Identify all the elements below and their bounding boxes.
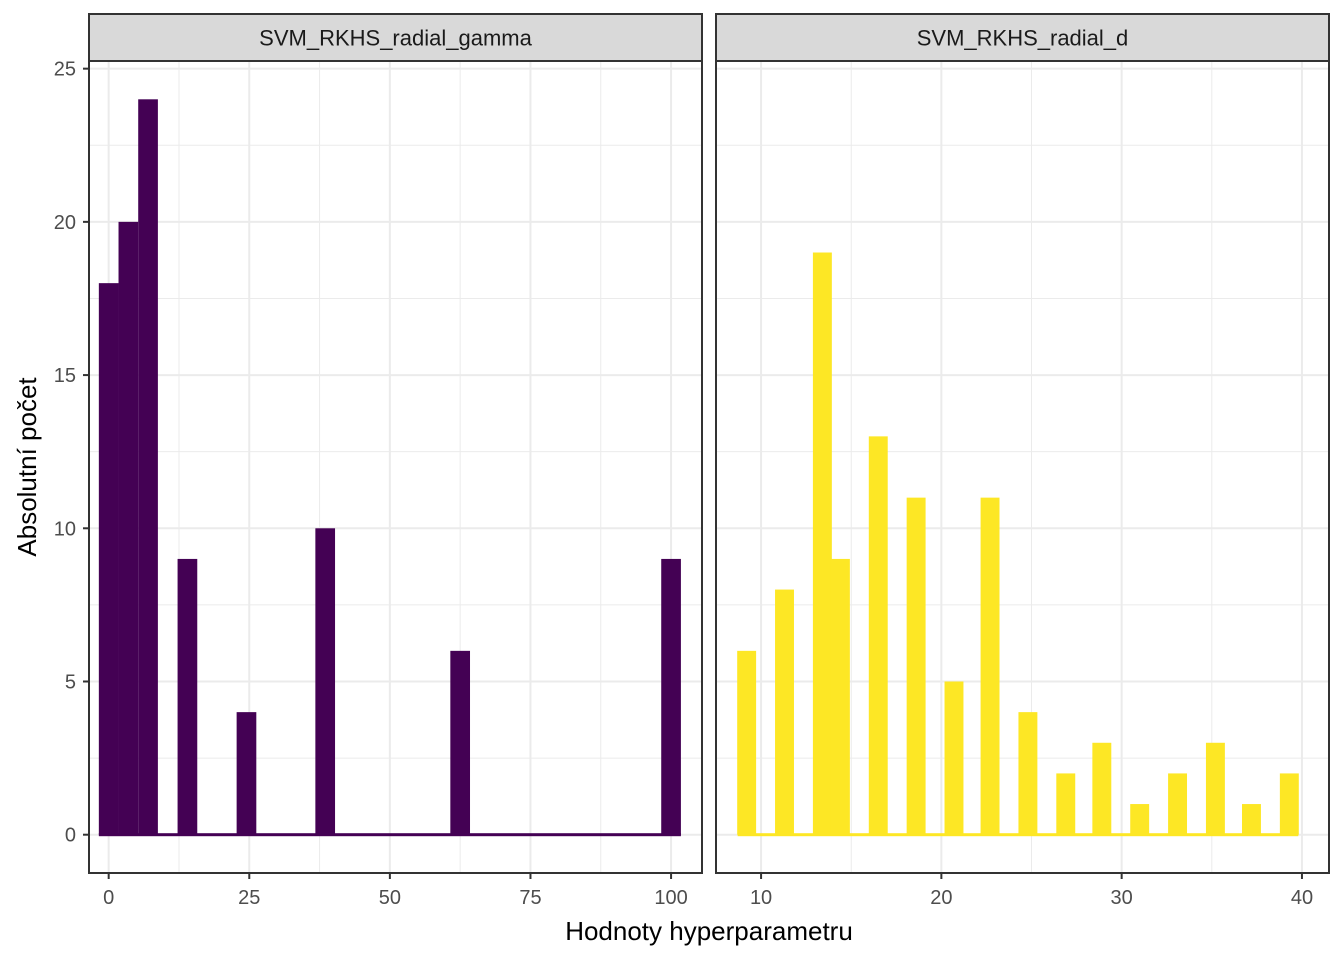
- x-tick-label: 50: [379, 887, 401, 909]
- x-tick-label: 30: [1111, 887, 1133, 909]
- facet-strip: [715, 13, 1330, 62]
- x-tick-label: 25: [238, 887, 260, 909]
- histogram-bar: [737, 650, 757, 835]
- facet-panel: SVM_RKHS_radial_d 10 20 30 40: [715, 13, 1330, 909]
- x-tick-label: 40: [1291, 887, 1313, 909]
- histogram-bar: [661, 558, 681, 835]
- histogram-baseline: [737, 833, 1299, 837]
- y-tick-label: 0: [65, 825, 76, 847]
- histogram-bar: [98, 283, 119, 835]
- histogram-bar: [315, 528, 336, 835]
- x-tick-label: 100: [654, 887, 687, 909]
- facet-strip-label: SVM_RKHS_radial_gamma: [259, 26, 532, 51]
- histogram-bar: [1279, 773, 1299, 835]
- y-tick-label: 10: [54, 518, 76, 540]
- y-tick-label: 25: [54, 59, 76, 81]
- histogram-bar: [868, 436, 888, 835]
- x-tick-label: 20: [930, 887, 952, 909]
- x-axis-title: Hodnoty hyperparametru: [565, 916, 853, 946]
- histogram-bar: [118, 221, 139, 835]
- facet-panels: SVM_RKHS_radial_gamma 0 25 50 75 100 0 5 10 15 20 2…: [54, 13, 1330, 909]
- histogram-bar: [177, 558, 198, 835]
- histogram-bar: [236, 712, 257, 835]
- histogram-bar: [138, 99, 158, 835]
- y-tick-label: 5: [65, 671, 76, 693]
- facet-panel: SVM_RKHS_radial_gamma 0 25 50 75 100 0 5 10 15 20 2…: [54, 13, 703, 909]
- y-tick-label: 15: [54, 365, 76, 387]
- histogram-bar: [1056, 773, 1076, 835]
- histogram-bar: [450, 650, 471, 835]
- histogram-bar: [906, 497, 926, 835]
- histogram-bar: [944, 681, 964, 835]
- histogram-bar: [1130, 804, 1150, 835]
- y-axis-title: Absolutní počet: [12, 377, 42, 557]
- histogram-bar: [1205, 742, 1225, 835]
- histogram-bar: [1092, 742, 1112, 835]
- x-tick-label: 0: [103, 887, 114, 909]
- histogram-bar: [1242, 804, 1261, 835]
- y-tick-label: 20: [54, 212, 76, 234]
- histogram-bar: [1018, 712, 1038, 835]
- histogram-bar: [980, 497, 1000, 835]
- facet-strip: [88, 13, 703, 62]
- histogram-bar: [830, 558, 850, 835]
- histogram-bar: [775, 589, 794, 835]
- x-tick-label: 10: [750, 887, 772, 909]
- x-tick-label: 75: [519, 887, 541, 909]
- histogram-bar: [812, 252, 832, 835]
- facet-strip-label: SVM_RKHS_radial_d: [917, 26, 1129, 51]
- histogram-bar: [1168, 773, 1188, 835]
- histogram-baseline: [98, 833, 681, 837]
